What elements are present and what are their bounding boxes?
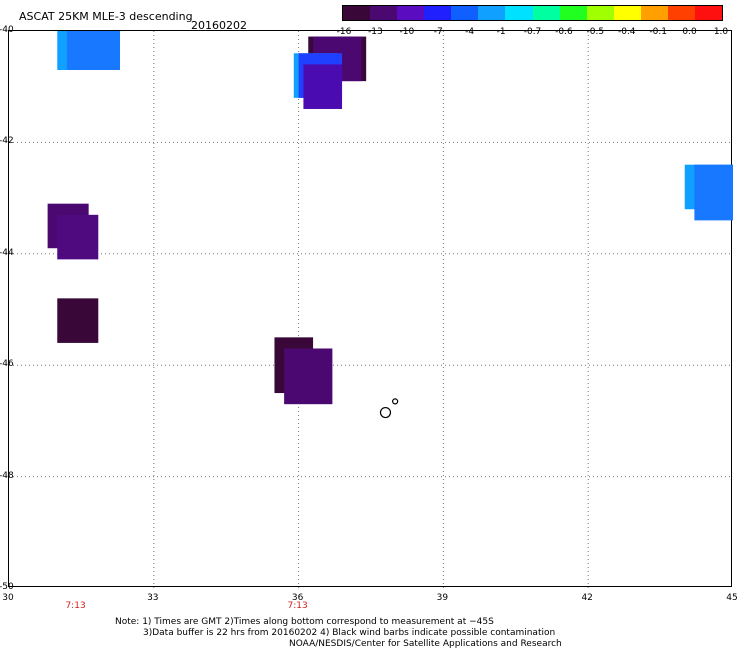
colorbar-label: -0.5 [586,27,605,37]
map-plot-area [8,30,733,588]
colorbar [342,5,723,21]
wind-data-cell [694,164,733,221]
map-title: ASCAT 25KM MLE-3 descending [19,10,193,23]
colorbar-segment [613,6,641,20]
colorbar-label: -4 [465,27,475,37]
colorbar-label: -0.7 [523,27,542,37]
latitude-label: -50 [0,582,14,592]
time-label: 7:13 [287,601,308,611]
colorbar-label: -13 [368,27,383,37]
colorbar-label: -7 [433,27,443,37]
latitude-label: -46 [0,359,14,370]
colorbar-segment [370,6,398,20]
wind-data-cell [57,298,99,343]
colorbar-segment [505,6,533,20]
note-line-2: 3)Data buffer is 22 hrs from 20160202 4)… [143,628,556,638]
colorbar-label: -10 [399,27,415,37]
longitude-label: 45 [726,593,738,603]
colorbar-segment [451,6,479,20]
colorbar-label: -1 [496,27,506,37]
longitude-label: 42 [581,593,593,603]
colorbar-segment [695,6,723,20]
note-line-1: Note: 1) Times are GMT 2)Times along bot… [115,617,494,627]
colorbar-segment [667,6,696,20]
colorbar-segment [478,6,506,20]
wind-data-cell [57,214,99,260]
note-line-3: NOAA/NESDIS/Center for Satellite Applica… [289,639,562,649]
colorbar-label: 1.0 [713,27,729,37]
wind-data-cell [284,348,333,405]
longitude-label: 33 [147,593,159,603]
time-label: 7:13 [65,601,86,611]
colorbar-segment [397,6,425,20]
map-svg [9,31,733,588]
colorbar-label: -0.6 [555,27,573,37]
colorbar-label: -0.1 [649,27,667,37]
colorbar-label: 0.0 [682,27,697,37]
colorbar-label: -16 [336,27,352,37]
colorbar-segment [559,6,587,20]
longitude-label: 36 [291,593,304,603]
longitude-label: 30 [2,593,14,603]
colorbar-label: -0.4 [617,27,636,37]
latitude-label: -42 [0,136,14,147]
colorbar-segment [532,6,560,20]
latitude-label: -44 [0,247,14,258]
colorbar-segment [586,6,614,20]
wind-data-cell [66,31,121,70]
latitude-label: -40 [0,25,14,35]
wind-data-cell [303,64,343,109]
longitude-label: 39 [436,593,449,603]
colorbar-segment [343,6,371,20]
latitude-label: -48 [0,470,14,481]
colorbar-segment [424,6,452,20]
colorbar-segment [640,6,668,20]
map-date: 20160202 [191,19,247,32]
wind-barb-marker [392,398,399,405]
wind-barb-marker [379,406,392,419]
